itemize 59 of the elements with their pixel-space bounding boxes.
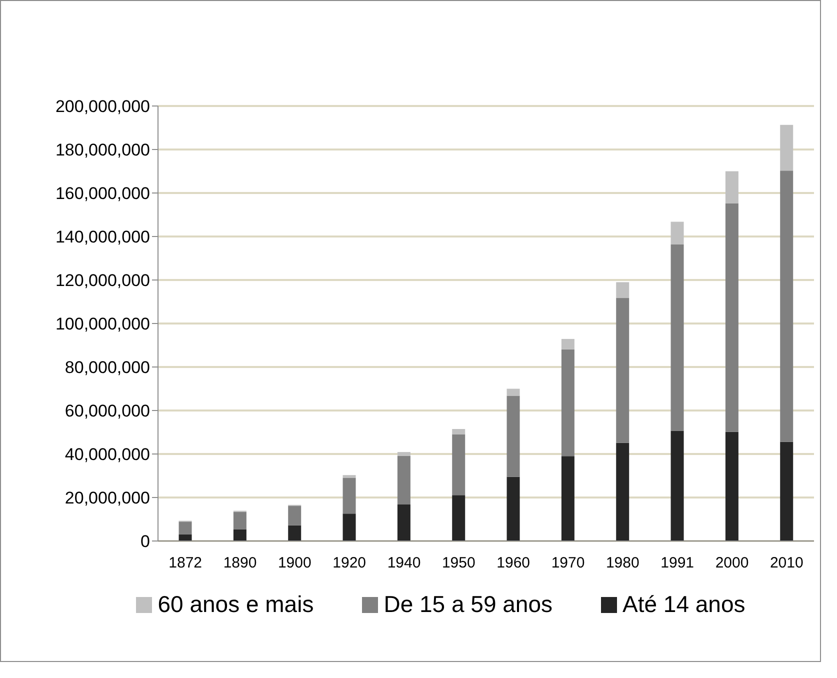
bar xyxy=(506,396,520,477)
bar xyxy=(288,525,302,541)
bar xyxy=(233,512,246,530)
bar xyxy=(452,434,466,496)
x-tick-label: 1872 xyxy=(168,554,202,572)
bar xyxy=(616,282,630,298)
bar xyxy=(342,475,356,478)
bar xyxy=(288,506,302,526)
y-tick-label: 80,000,000 xyxy=(64,358,150,378)
x-tick-label: 1890 xyxy=(223,554,257,572)
bar xyxy=(616,298,630,443)
legend-label: De 15 a 59 anos xyxy=(384,591,552,618)
legend-label: 60 anos e mais xyxy=(158,591,314,618)
bar xyxy=(725,203,738,432)
bar xyxy=(397,504,410,541)
bar xyxy=(616,442,630,541)
bar xyxy=(561,456,574,541)
bar xyxy=(452,428,466,434)
y-tick-label: 120,000,000 xyxy=(55,271,150,290)
bar xyxy=(342,478,356,514)
bar xyxy=(561,338,574,350)
y-tick-label: 180,000,000 xyxy=(55,140,150,160)
x-tick-label: 1960 xyxy=(496,554,530,572)
x-tick-label: 1991 xyxy=(660,554,694,572)
bar xyxy=(670,430,684,541)
y-tick-label: 200,000,000 xyxy=(55,97,150,116)
y-tick-label: 40,000,000 xyxy=(64,445,150,464)
y-tick-label: 60,000,000 xyxy=(64,402,150,421)
bar xyxy=(780,170,794,442)
legend-label: Até 14 anos xyxy=(622,591,746,618)
bar xyxy=(780,124,794,171)
bar xyxy=(725,171,738,204)
bar xyxy=(561,349,574,456)
bar xyxy=(670,222,684,245)
y-tick-label: 140,000,000 xyxy=(55,228,150,247)
x-tick-label: 2010 xyxy=(770,554,804,572)
bar xyxy=(342,514,356,541)
y-tick-label: 160,000,000 xyxy=(55,184,150,204)
x-tick-label: 1940 xyxy=(387,554,421,572)
x-tick-label: 2000 xyxy=(715,554,749,572)
y-tick-label: 0 xyxy=(140,532,150,552)
bar xyxy=(178,534,192,541)
x-tick-label: 1920 xyxy=(332,554,366,572)
y-tick-label: 100,000,000 xyxy=(55,314,150,334)
bar xyxy=(397,456,410,504)
bar xyxy=(780,442,794,541)
bar xyxy=(452,495,466,541)
x-tick-label: 1950 xyxy=(442,554,476,572)
x-tick-label: 1980 xyxy=(606,554,640,572)
bar xyxy=(506,388,520,396)
bar xyxy=(178,522,192,534)
bar xyxy=(725,432,738,541)
x-tick-label: 1900 xyxy=(278,554,312,572)
bar xyxy=(233,529,246,541)
y-tick-label: 20,000,000 xyxy=(64,488,150,508)
bar xyxy=(397,452,410,456)
bar xyxy=(670,244,684,431)
x-tick-label: 1970 xyxy=(551,554,585,572)
bar xyxy=(506,476,520,541)
